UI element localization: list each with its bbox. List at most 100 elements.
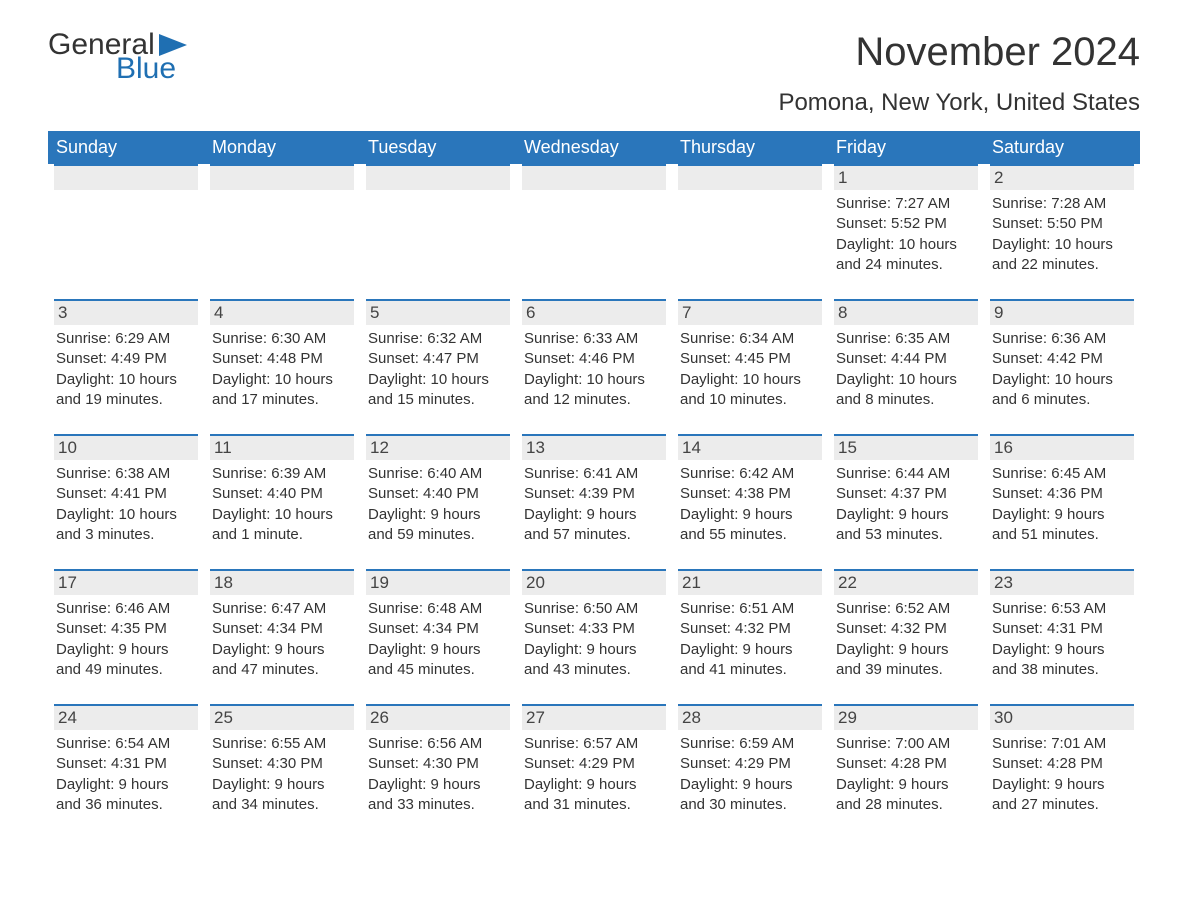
day-number: 14 [678, 434, 822, 460]
sunrise-text: Sunrise: 7:27 AM [836, 194, 976, 214]
calendar-day: 5Sunrise: 6:32 AMSunset: 4:47 PMDaylight… [360, 299, 516, 416]
sunrise-text: Sunrise: 6:51 AM [680, 599, 820, 619]
daylight-text: Daylight: 10 hours and 3 minutes. [56, 505, 196, 546]
day-number: 7 [678, 299, 822, 325]
day-number: 24 [54, 704, 198, 730]
day-number: 15 [834, 434, 978, 460]
daylight-text: Daylight: 10 hours and 10 minutes. [680, 370, 820, 411]
sunrise-text: Sunrise: 6:30 AM [212, 329, 352, 349]
sunrise-text: Sunrise: 6:44 AM [836, 464, 976, 484]
day-number: 4 [210, 299, 354, 325]
weekday-label: Friday [828, 131, 984, 164]
sunrise-text: Sunrise: 6:52 AM [836, 599, 976, 619]
sunset-text: Sunset: 4:40 PM [212, 484, 352, 504]
calendar-day: 15 Sunrise: 6:44 AMSunset: 4:37 PMDayligh… [828, 434, 984, 551]
day-details: Sunrise: 6:56 AMSunset: 4:30 PMDaylight:… [366, 734, 510, 815]
calendar-day: 14 Sunrise: 6:42 AMSunset: 4:38 PMDayligh… [672, 434, 828, 551]
header: General Blue November 2024 Pomona, New Y… [48, 30, 1140, 117]
calendar-day: 1Sunrise: 7:27 AMSunset: 5:52 PMDaylight… [828, 164, 984, 281]
sunset-text: Sunset: 4:32 PM [836, 619, 976, 639]
calendar-day: 28 Sunrise: 6:59 AMSunset: 4:29 PMDayligh… [672, 704, 828, 821]
sunrise-text: Sunrise: 6:56 AM [368, 734, 508, 754]
day-details: Sunrise: 6:41 AMSunset: 4:39 PMDaylight:… [522, 464, 666, 545]
month-title: November 2024 [778, 30, 1140, 75]
day-details: Sunrise: 6:35 AMSunset: 4:44 PMDaylight:… [834, 329, 978, 410]
sunset-text: Sunset: 5:50 PM [992, 214, 1132, 234]
day-details: Sunrise: 6:57 AMSunset: 4:29 PMDaylight:… [522, 734, 666, 815]
day-number: 28 [678, 704, 822, 730]
sunset-text: Sunset: 4:28 PM [836, 754, 976, 774]
calendar-day: 17Sunrise: 6:46 AMSunset: 4:35 PMDayligh… [48, 569, 204, 686]
sunrise-text: Sunrise: 6:53 AM [992, 599, 1132, 619]
day-number: 12 [366, 434, 510, 460]
sunset-text: Sunset: 4:31 PM [992, 619, 1132, 639]
sunrise-text: Sunrise: 7:01 AM [992, 734, 1132, 754]
weekday-label: Tuesday [360, 131, 516, 164]
day-details: Sunrise: 6:50 AMSunset: 4:33 PMDaylight:… [522, 599, 666, 680]
calendar-day: 23Sunrise: 6:53 AMSunset: 4:31 PMDayligh… [984, 569, 1140, 686]
day-details: Sunrise: 6:54 AMSunset: 4:31 PMDaylight:… [54, 734, 198, 815]
daylight-text: Daylight: 10 hours and 22 minutes. [992, 235, 1132, 276]
sunset-text: Sunset: 4:30 PM [368, 754, 508, 774]
sunset-text: Sunset: 4:48 PM [212, 349, 352, 369]
day-number: 13 [522, 434, 666, 460]
sunrise-text: Sunrise: 6:55 AM [212, 734, 352, 754]
daylight-text: Daylight: 10 hours and 24 minutes. [836, 235, 976, 276]
day-details: Sunrise: 6:46 AMSunset: 4:35 PMDaylight:… [54, 599, 198, 680]
calendar-day: 19Sunrise: 6:48 AMSunset: 4:34 PMDayligh… [360, 569, 516, 686]
sunset-text: Sunset: 4:45 PM [680, 349, 820, 369]
day-details: Sunrise: 7:28 AMSunset: 5:50 PMDaylight:… [990, 194, 1134, 275]
calendar-day: 6Sunrise: 6:33 AMSunset: 4:46 PMDaylight… [516, 299, 672, 416]
calendar-day: 9Sunrise: 6:36 AMSunset: 4:42 PMDaylight… [984, 299, 1140, 416]
daylight-text: Daylight: 10 hours and 19 minutes. [56, 370, 196, 411]
day-number-bar [210, 164, 354, 190]
sunrise-text: Sunrise: 6:48 AM [368, 599, 508, 619]
daylight-text: Daylight: 9 hours and 57 minutes. [524, 505, 664, 546]
daylight-text: Daylight: 9 hours and 28 minutes. [836, 775, 976, 816]
weekday-label: Monday [204, 131, 360, 164]
calendar-day: 3Sunrise: 6:29 AMSunset: 4:49 PMDaylight… [48, 299, 204, 416]
sunset-text: Sunset: 4:29 PM [524, 754, 664, 774]
day-details: Sunrise: 6:38 AMSunset: 4:41 PMDaylight:… [54, 464, 198, 545]
calendar-day: 11Sunrise: 6:39 AMSunset: 4:40 PMDayligh… [204, 434, 360, 551]
daylight-text: Daylight: 9 hours and 27 minutes. [992, 775, 1132, 816]
calendar-day: 16Sunrise: 6:45 AMSunset: 4:36 PMDayligh… [984, 434, 1140, 551]
sunset-text: Sunset: 4:38 PM [680, 484, 820, 504]
calendar-week: 1Sunrise: 7:27 AMSunset: 5:52 PMDaylight… [48, 164, 1140, 281]
calendar-day: 20Sunrise: 6:50 AMSunset: 4:33 PMDayligh… [516, 569, 672, 686]
day-details: Sunrise: 7:01 AMSunset: 4:28 PMDaylight:… [990, 734, 1134, 815]
daylight-text: Daylight: 9 hours and 47 minutes. [212, 640, 352, 681]
calendar-day-empty [204, 164, 360, 281]
day-number: 30 [990, 704, 1134, 730]
calendar-day: 8 Sunrise: 6:35 AMSunset: 4:44 PMDaylight… [828, 299, 984, 416]
day-number: 5 [366, 299, 510, 325]
calendar-day: 4Sunrise: 6:30 AMSunset: 4:48 PMDaylight… [204, 299, 360, 416]
day-details: Sunrise: 6:48 AMSunset: 4:34 PMDaylight:… [366, 599, 510, 680]
sunrise-text: Sunrise: 6:32 AM [368, 329, 508, 349]
day-details: Sunrise: 6:44 AMSunset: 4:37 PMDaylight:… [834, 464, 978, 545]
day-number-bar [522, 164, 666, 190]
sunset-text: Sunset: 4:33 PM [524, 619, 664, 639]
daylight-text: Daylight: 9 hours and 39 minutes. [836, 640, 976, 681]
day-details: Sunrise: 6:52 AMSunset: 4:32 PMDaylight:… [834, 599, 978, 680]
day-number: 16 [990, 434, 1134, 460]
day-details: Sunrise: 6:59 AMSunset: 4:29 PMDaylight:… [678, 734, 822, 815]
sunset-text: Sunset: 4:42 PM [992, 349, 1132, 369]
calendar-day: 22Sunrise: 6:52 AMSunset: 4:32 PMDayligh… [828, 569, 984, 686]
day-details: Sunrise: 6:51 AMSunset: 4:32 PMDaylight:… [678, 599, 822, 680]
sunrise-text: Sunrise: 6:29 AM [56, 329, 196, 349]
day-details: Sunrise: 7:00 AMSunset: 4:28 PMDaylight:… [834, 734, 978, 815]
calendar-week: 10Sunrise: 6:38 AMSunset: 4:41 PMDayligh… [48, 434, 1140, 551]
daylight-text: Daylight: 9 hours and 38 minutes. [992, 640, 1132, 681]
day-details: Sunrise: 6:42 AMSunset: 4:38 PMDaylight:… [678, 464, 822, 545]
sunset-text: Sunset: 4:34 PM [368, 619, 508, 639]
calendar-day-empty [360, 164, 516, 281]
daylight-text: Daylight: 9 hours and 41 minutes. [680, 640, 820, 681]
day-details: Sunrise: 6:29 AMSunset: 4:49 PMDaylight:… [54, 329, 198, 410]
day-details: Sunrise: 6:47 AMSunset: 4:34 PMDaylight:… [210, 599, 354, 680]
day-details: Sunrise: 6:33 AMSunset: 4:46 PMDaylight:… [522, 329, 666, 410]
day-number: 8 [834, 299, 978, 325]
calendar-day: 25Sunrise: 6:55 AMSunset: 4:30 PMDayligh… [204, 704, 360, 821]
sunset-text: Sunset: 4:31 PM [56, 754, 196, 774]
sunset-text: Sunset: 4:36 PM [992, 484, 1132, 504]
